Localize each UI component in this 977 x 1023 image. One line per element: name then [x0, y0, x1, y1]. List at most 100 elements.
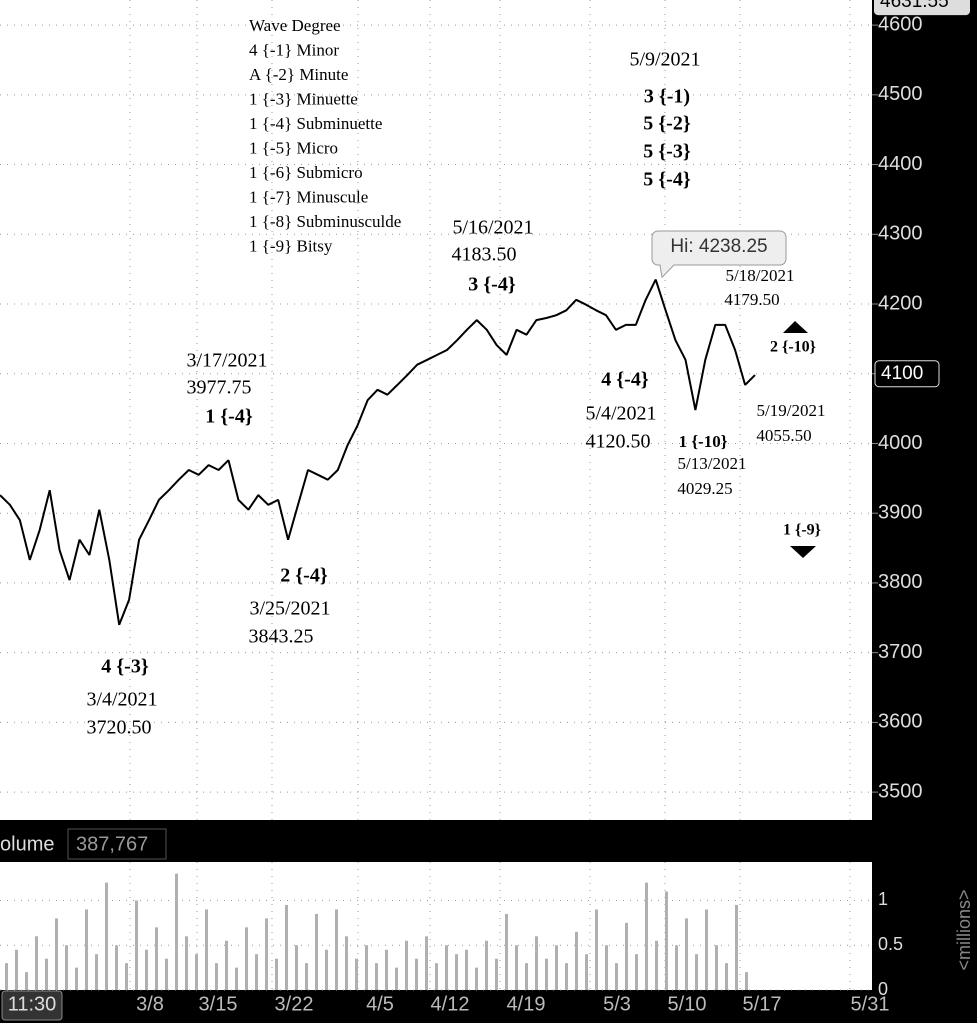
volume-bar — [25, 972, 28, 990]
volume-bar — [645, 882, 648, 990]
volume-bar — [35, 936, 38, 990]
wave-legend-item: 1 {-9} Bitsy — [249, 236, 333, 255]
volume-bar — [315, 913, 318, 990]
x-tick-label: 5/17 — [743, 993, 782, 1015]
volume-bar — [695, 954, 698, 990]
volume-bar — [95, 954, 98, 990]
volume-bar — [475, 967, 478, 990]
volume-bar — [15, 949, 18, 990]
volume-bar — [85, 909, 88, 990]
annotation: 2 {-4} — [280, 565, 328, 587]
y-tick-label: 3500 — [878, 780, 923, 802]
y-tick-label: 4600 — [878, 13, 923, 35]
volume-value-box — [67, 828, 167, 860]
volume-bar — [275, 958, 278, 990]
volume-bar — [675, 945, 678, 990]
volume-bar — [415, 958, 418, 990]
price-marker-label: 4100 — [881, 363, 923, 384]
volume-bar — [45, 958, 48, 990]
volume-bar — [605, 945, 608, 990]
up-triangle — [783, 321, 808, 333]
x-tick-label: 4/19 — [507, 993, 546, 1015]
volume-bar — [665, 891, 668, 990]
x-tick-label: 4/5 — [366, 993, 394, 1015]
volume-bar — [375, 963, 378, 990]
y-tick-label: 3900 — [878, 501, 923, 523]
y-tick-label: 4200 — [878, 292, 923, 314]
volume-bar — [595, 909, 598, 990]
volume-bar — [345, 936, 348, 990]
wave-legend-item: A {-2} Minute — [249, 65, 348, 84]
annotation: 4 {-3} — [101, 656, 149, 678]
volume-bar — [685, 918, 688, 990]
volume-bar — [425, 936, 428, 990]
volume-bar — [325, 949, 328, 990]
x-tick-label: 3/22 — [275, 993, 314, 1015]
x-tick-label: 4/12 — [431, 993, 470, 1015]
annotation: 3843.25 — [249, 626, 314, 648]
x-tick-label: 5/10 — [668, 993, 707, 1015]
volume-bar — [355, 958, 358, 990]
price-panel — [0, 0, 872, 820]
volume-bar — [395, 967, 398, 990]
volume-bar — [575, 931, 578, 990]
volume-bar — [495, 958, 498, 990]
x-tick-label: 3/15 — [199, 993, 238, 1015]
wave-legend-item: Wave Degree — [249, 16, 341, 35]
volume-bar — [705, 909, 708, 990]
volume-bar — [335, 909, 338, 990]
annotation: 5/13/2021 — [678, 454, 747, 473]
volume-bar — [305, 963, 308, 990]
volume-bar — [455, 954, 458, 990]
annotation: 5 {-3} — [643, 141, 691, 163]
y-tick-label: 4400 — [878, 153, 923, 175]
annotation: 3/17/2021 — [186, 350, 267, 372]
volume-bar — [465, 949, 468, 990]
annotation: 5/16/2021 — [452, 217, 533, 239]
annotation: 5/9/2021 — [629, 49, 700, 71]
annotation: 4183.50 — [452, 244, 517, 266]
price-marker-box — [874, 360, 940, 388]
volume-bar — [175, 873, 178, 990]
volume-title: olume — [0, 833, 54, 855]
annotation: 3 {-1) — [644, 86, 690, 108]
x-tick-label: 5/3 — [603, 993, 631, 1015]
volume-bar — [505, 913, 508, 990]
price-line — [0, 279, 756, 626]
volume-bar — [525, 963, 528, 990]
volume-bar — [565, 963, 568, 990]
x-tick-label: 5/31 — [851, 993, 890, 1015]
annotation: 4120.50 — [586, 431, 651, 453]
wave-legend-item: 4 {-1} Minor — [249, 40, 339, 59]
down-triangle — [790, 546, 816, 558]
volume-bar — [205, 909, 208, 990]
volume-bar — [585, 954, 588, 990]
volume-bar — [215, 963, 218, 990]
wave-legend-item: 1 {-6} Submicro — [249, 163, 363, 182]
wave-legend-item: 1 {-5} Micro — [249, 138, 338, 157]
volume-bar — [655, 940, 658, 990]
volume-bar — [135, 900, 138, 990]
volume-bar — [625, 922, 628, 990]
volume-bar — [225, 940, 228, 990]
annotation: 5/4/2021 — [585, 403, 656, 425]
annotation: 3/25/2021 — [249, 598, 330, 620]
volume-unit: <millions> — [954, 889, 974, 970]
volume-bar — [435, 963, 438, 990]
volume-bar — [255, 954, 258, 990]
y-tick-label: 4000 — [878, 432, 923, 454]
y-tick-label: 4300 — [878, 223, 923, 245]
volume-bar — [5, 963, 8, 990]
volume-bar — [545, 958, 548, 990]
volume-bar — [265, 918, 268, 990]
annotation: 3 {-4} — [468, 274, 516, 296]
volume-bar — [365, 945, 368, 990]
annotation: 3720.50 — [87, 717, 152, 739]
volume-bar — [145, 949, 148, 990]
volume-bar — [195, 954, 198, 990]
volume-bar — [385, 949, 388, 990]
volume-bar — [485, 940, 488, 990]
annotation: 1 {-4} — [205, 406, 253, 428]
annotation: 5 {-4} — [643, 169, 691, 191]
